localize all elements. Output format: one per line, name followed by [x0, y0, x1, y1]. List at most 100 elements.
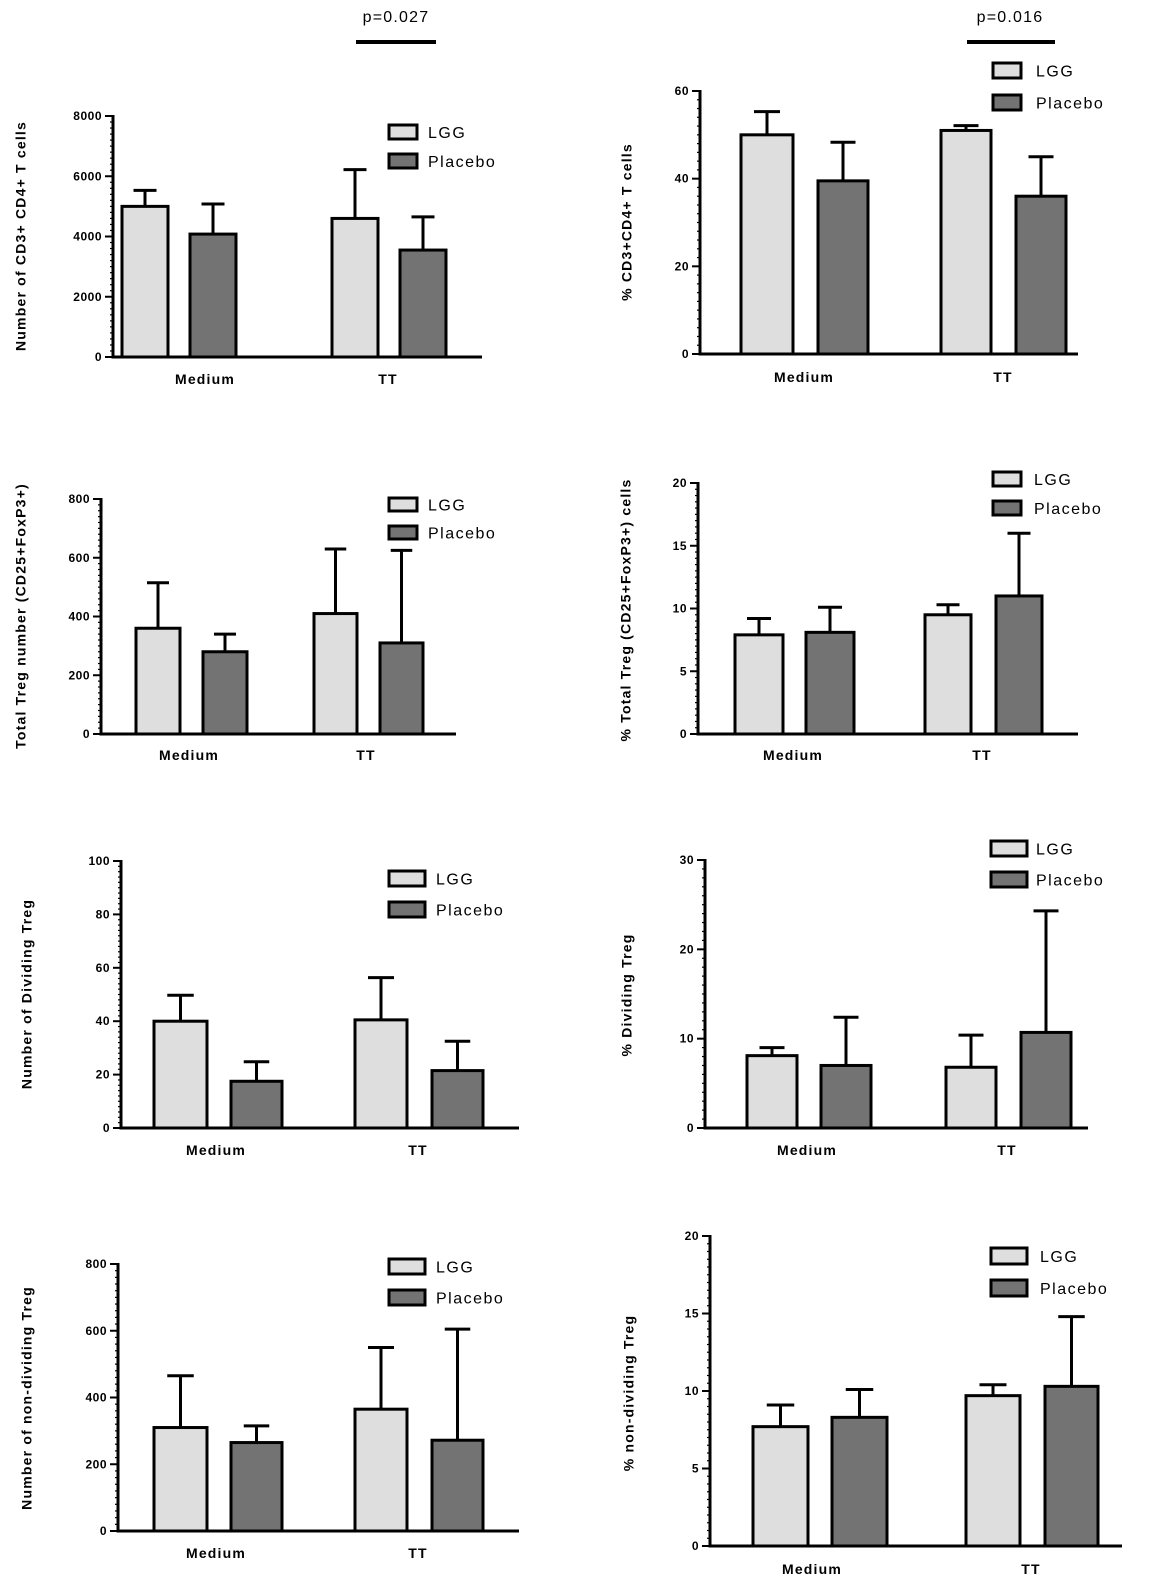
bar-placebo-tt [1019, 1030, 1073, 1130]
y-axis-label: Total Treg number (CD25+FoxP3+) [13, 483, 29, 749]
bar-lgg-tt [353, 1407, 409, 1533]
x-category-label: Medium [175, 371, 235, 387]
legend-label-placebo: Placebo [1036, 96, 1104, 113]
bar-lgg-tt [939, 128, 993, 356]
bar-lgg-medium [152, 1019, 209, 1130]
y-tick-label: 10 [685, 1384, 699, 1398]
y-tick-label: 0 [95, 350, 102, 364]
y-tick-label: 0 [687, 1121, 694, 1135]
y-tick-label: 400 [68, 610, 90, 624]
x-category-label: Medium [186, 1142, 246, 1158]
bar-placebo-medium [804, 630, 856, 736]
chart-panel-2: % CD3+CD4+ T cells 0 20 40 60 Medium TT LGG Plac… [619, 9, 1104, 385]
legend-label-lgg: LGG [428, 498, 466, 515]
legend-label-lgg: LGG [436, 1260, 474, 1277]
legend-label-lgg: LGG [1036, 64, 1074, 81]
legend-swatch-placebo [387, 1288, 427, 1307]
chart-panel-6: % Dividing Treg 0 10 20 30 Medium TT LGG Placebo [619, 839, 1104, 1158]
legend-swatch-placebo [991, 93, 1023, 112]
y-tick-label: 6000 [73, 169, 102, 183]
legend-swatch-lgg [387, 869, 427, 888]
y-tick-label: 0 [83, 727, 90, 741]
x-category-label: Medium [186, 1545, 246, 1561]
y-axis-label: % non-dividing Treg [621, 1315, 637, 1472]
bar-lgg-tt [330, 216, 380, 359]
y-tick-label: 20 [673, 476, 687, 490]
y-axis-label: Number of non-dividing Treg [19, 1286, 35, 1510]
x-category-label: TT [408, 1142, 428, 1158]
y-tick-label: 600 [68, 551, 90, 565]
chart-panel-5: Number of Dividing Treg 0 20 40 60 80 100 Mediu… [19, 854, 519, 1158]
y-axis-label: % CD3+CD4+ T cells [619, 143, 635, 301]
y-tick-label: 0 [103, 1121, 110, 1135]
y-tick-label: 4000 [73, 230, 102, 244]
y-tick-label: 400 [85, 1391, 107, 1405]
x-category-label: TT [972, 747, 992, 763]
y-tick-label: 20 [675, 259, 689, 273]
bar-placebo-medium [819, 1063, 873, 1130]
legend-label-lgg: LGG [1036, 842, 1074, 859]
x-category-label: TT [408, 1545, 428, 1561]
y-tick-label: 200 [85, 1457, 107, 1471]
bar-placebo-tt [430, 1069, 485, 1130]
p-value-label: p=0.016 [977, 9, 1044, 26]
y-tick-label: 20 [685, 1229, 699, 1243]
y-tick-label: 20 [96, 1068, 110, 1082]
bar-placebo-medium [188, 232, 238, 359]
legend-swatch-lgg [989, 1246, 1029, 1266]
legend-label-placebo: Placebo [428, 154, 496, 171]
legend-label-lgg: LGG [1040, 1249, 1078, 1266]
y-tick-label: 40 [675, 172, 689, 186]
legend-label-placebo: Placebo [436, 903, 504, 920]
legend-label-lgg: LGG [428, 125, 466, 142]
y-tick-label: 15 [685, 1307, 699, 1321]
y-tick-label: 0 [100, 1524, 107, 1538]
legend-swatch-placebo [989, 1278, 1029, 1298]
bar-lgg-tt [353, 1018, 409, 1130]
legend-swatch-lgg [387, 1257, 427, 1276]
bar-placebo-medium [830, 1415, 889, 1548]
legend-swatch-lgg [991, 470, 1023, 488]
x-category-label: TT [997, 1142, 1017, 1158]
y-tick-label: 5 [680, 664, 687, 678]
y-axis-label: Number of Dividing Treg [19, 899, 35, 1089]
bar-placebo-medium [816, 179, 870, 356]
y-tick-label: 0 [682, 347, 689, 361]
legend-label-placebo: Placebo [1036, 873, 1104, 890]
bar-placebo-medium [201, 650, 249, 736]
y-axis-label: % Dividing Treg [619, 933, 635, 1056]
x-category-label: Medium [763, 747, 823, 763]
bar-placebo-medium [229, 1441, 284, 1533]
y-tick-label: 200 [68, 668, 90, 682]
bar-placebo-tt [398, 248, 448, 359]
chart-panel-1: Number of CD3+ CD4+ T cells 0 2000 4000 6000… [13, 9, 496, 387]
p-value-label: p=0.027 [363, 9, 430, 26]
y-tick-label: 8000 [73, 109, 102, 123]
legend-label-placebo: Placebo [428, 526, 496, 543]
legend-label-placebo: Placebo [1034, 501, 1102, 518]
y-tick-label: 100 [88, 854, 110, 868]
y-tick-label: 0 [692, 1539, 699, 1553]
y-tick-label: 10 [680, 1032, 694, 1046]
y-tick-label: 600 [85, 1324, 107, 1338]
y-tick-label: 80 [96, 907, 110, 921]
chart-panel-7: Number of non-dividing Treg 0 200 400 600 800… [19, 1257, 519, 1561]
x-category-label: Medium [159, 747, 219, 763]
y-tick-label: 40 [96, 1014, 110, 1028]
legend-label-lgg: LGG [1034, 472, 1072, 489]
bar-lgg-tt [312, 612, 359, 736]
legend-swatch-lgg [387, 123, 419, 141]
bar-lgg-medium [134, 626, 182, 736]
y-tick-label: 30 [680, 853, 694, 867]
y-tick-label: 20 [680, 942, 694, 956]
x-category-label: TT [356, 747, 376, 763]
x-category-label: Medium [777, 1142, 837, 1158]
legend-swatch-placebo [387, 900, 427, 919]
x-category-label: TT [993, 369, 1013, 385]
x-category-label: Medium [774, 369, 834, 385]
bar-lgg-tt [964, 1394, 1022, 1548]
legend-label-placebo: Placebo [436, 1291, 504, 1308]
bar-placebo-tt [430, 1438, 485, 1533]
bar-placebo-medium [229, 1079, 284, 1130]
